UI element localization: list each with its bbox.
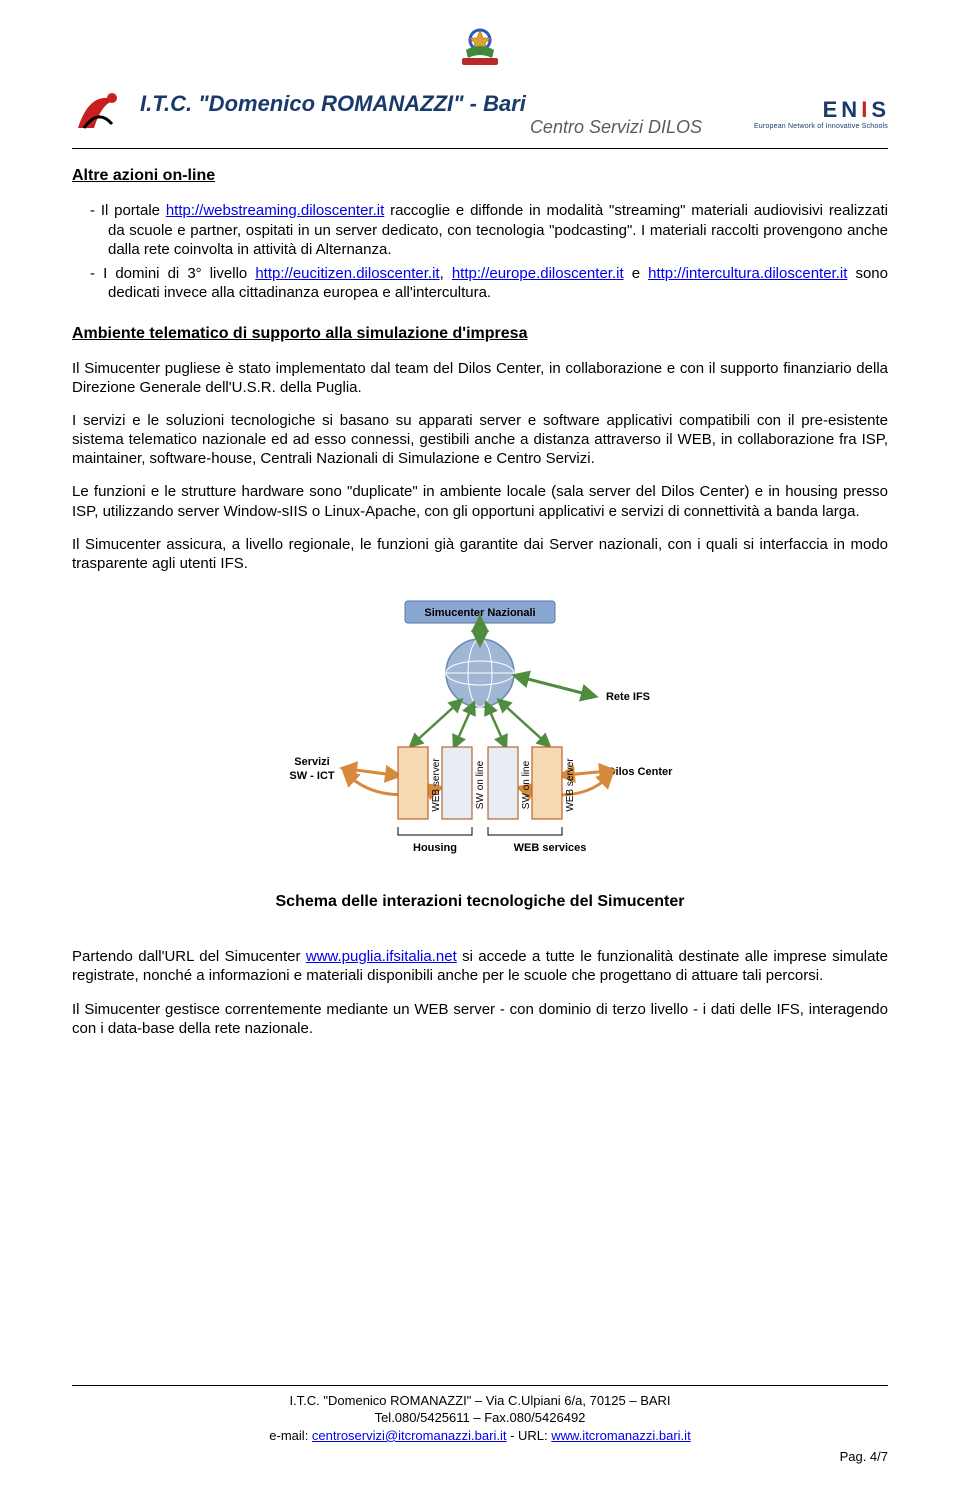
intercultura-link[interactable]: http://intercultura.diloscenter.it	[648, 265, 847, 282]
page-number: Pag. 4/7	[72, 1448, 888, 1466]
national-emblem	[72, 20, 888, 76]
action-list: Il portale http://webstreaming.diloscent…	[90, 201, 888, 303]
heading-ambiente: Ambiente telematico di supporto alla sim…	[72, 325, 888, 343]
heading-altre-azioni: Altre azioni on-line	[72, 167, 888, 185]
email-link[interactable]: centroservizi@itcromanazzi.bari.it	[312, 1428, 507, 1443]
paragraph: Il Simucenter pugliese è stato implement…	[72, 359, 888, 397]
paragraph: I servizi e le soluzioni tecnologiche si…	[72, 411, 888, 469]
svg-text:Dilos Center: Dilos Center	[608, 766, 674, 778]
paragraph: Il Simucenter gestisce correntemente med…	[72, 1000, 888, 1038]
svg-text:SW on line: SW on line	[475, 761, 486, 810]
svg-text:Simucenter Nazionali: Simucenter Nazionali	[424, 607, 535, 619]
letterhead: I.T.C. "Domenico ROMANAZZI" - Bari Centr…	[72, 84, 888, 144]
school-logo-icon	[72, 84, 136, 144]
list-item: I domini di 3° livello http://eucitizen.…	[90, 264, 888, 303]
header-rule	[72, 148, 888, 149]
ifsitalia-link[interactable]: www.puglia.ifsitalia.net	[306, 948, 457, 965]
europe-link[interactable]: http://europe.diloscenter.it	[452, 265, 624, 282]
svg-text:SW on line: SW on line	[521, 761, 532, 810]
svg-text:WEB server: WEB server	[565, 758, 576, 812]
website-link[interactable]: www.itcromanazzi.bari.it	[551, 1428, 690, 1443]
svg-text:WEB services: WEB services	[514, 842, 587, 854]
diagram-caption: Schema delle interazioni tecnologiche de…	[72, 893, 888, 911]
footer-address: I.T.C. "Domenico ROMANAZZI" – Via C.Ulpi…	[72, 1392, 888, 1410]
server-box: SW on line	[442, 747, 486, 819]
page-footer: I.T.C. "Domenico ROMANAZZI" – Via C.Ulpi…	[72, 1378, 888, 1466]
paragraph: Partendo dall'URL del Simucenter www.pug…	[72, 947, 888, 985]
server-box: WEB server	[532, 747, 576, 819]
enis-logo-icon: E N I S European Network of Innovative S…	[708, 97, 888, 132]
institution-title: I.T.C. "Domenico ROMANAZZI" - Bari	[140, 91, 708, 117]
institution-subtitle: Centro Servizi DILOS	[140, 117, 708, 138]
svg-text:Servizi: Servizi	[294, 756, 329, 768]
paragraph: Il Simucenter assicura, a livello region…	[72, 535, 888, 573]
simucenter-diagram: Simucenter Nazionali Rete IFS Servizi SW…	[72, 595, 888, 879]
svg-text:Rete IFS: Rete IFS	[606, 691, 650, 703]
paragraph: Le funzioni e le strutture hardware sono…	[72, 482, 888, 520]
svg-text:SW - ICT: SW - ICT	[289, 770, 334, 782]
footer-contacts: e-mail: centroservizi@itcromanazzi.bari.…	[72, 1427, 888, 1445]
server-box: WEB server	[398, 747, 442, 819]
footer-phones: Tel.080/5425611 – Fax.080/5426492	[72, 1409, 888, 1427]
webstreaming-link[interactable]: http://webstreaming.diloscenter.it	[166, 202, 384, 219]
svg-text:Housing: Housing	[413, 842, 457, 854]
eucitizen-link[interactable]: http://eucitizen.diloscenter.it	[255, 265, 439, 282]
list-item: Il portale http://webstreaming.diloscent…	[90, 201, 888, 260]
svg-text:WEB server: WEB server	[431, 758, 442, 812]
server-box: SW on line	[488, 747, 532, 819]
